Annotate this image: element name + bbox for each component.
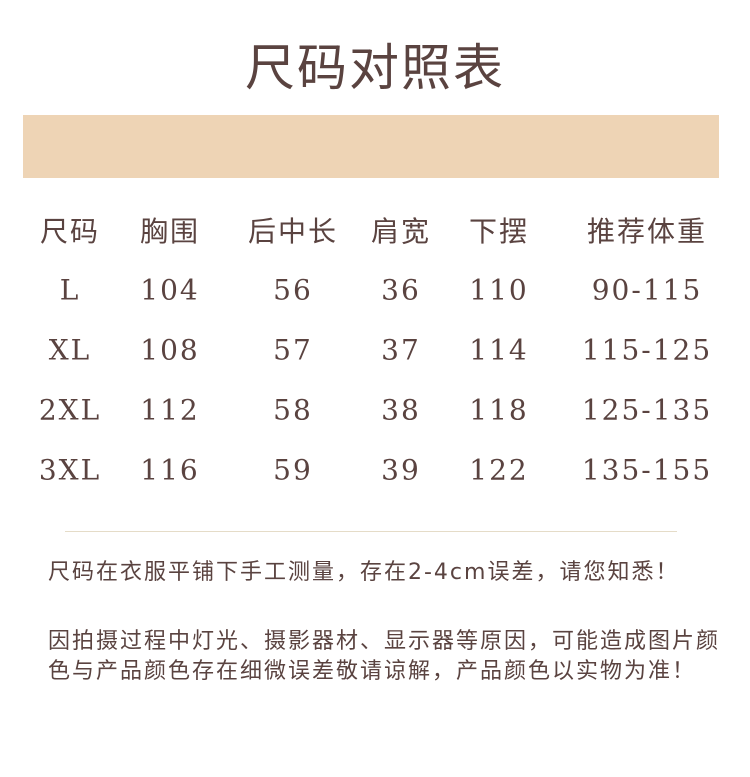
table-cell: 39	[381, 453, 421, 487]
table-cell: 110	[469, 273, 529, 307]
header-band	[23, 115, 719, 178]
table-cell: 108	[140, 333, 200, 367]
column-header: 后中长	[247, 215, 339, 248]
table-cell: 3XL	[38, 453, 102, 487]
table-cell: 135-155	[581, 453, 713, 487]
table-cell: 114	[469, 333, 529, 367]
divider	[65, 531, 677, 532]
table-cell: 115-125	[581, 333, 713, 367]
table-cell: L	[59, 273, 81, 307]
column-header: 肩宽	[370, 215, 432, 248]
column-header: 尺码	[39, 215, 101, 248]
table-cell: 116	[140, 453, 200, 487]
table-cell: 90-115	[591, 273, 703, 307]
table-cell: XL	[48, 333, 92, 367]
table-cell: 2XL	[38, 393, 102, 427]
column-header: 下摆	[468, 215, 530, 248]
table-cell: 59	[273, 453, 313, 487]
table-cell: 56	[273, 273, 313, 307]
table-cell: 104	[140, 273, 200, 307]
table-cell: 38	[381, 393, 421, 427]
table-cell: 122	[469, 453, 529, 487]
table-cell: 125-135	[581, 393, 713, 427]
color-note: 因拍摄过程中灯光、摄影器材、显示器等原因，可能造成图片颜色与产品颜色存在细微误差…	[48, 629, 721, 684]
column-header: 推荐体重	[586, 215, 708, 248]
table-cell: 112	[140, 393, 200, 427]
column-header: 胸围	[139, 215, 201, 248]
table-cell: 57	[273, 333, 313, 367]
table-cell: 58	[273, 393, 313, 427]
table-cell: 37	[381, 333, 421, 367]
table-cell: 118	[469, 393, 529, 427]
measurement-note: 尺码在衣服平铺下手工测量，存在2-4cm误差，请您知悉！	[48, 560, 680, 585]
table-cell: 36	[381, 273, 421, 307]
page-title: 尺码对照表	[245, 39, 505, 97]
